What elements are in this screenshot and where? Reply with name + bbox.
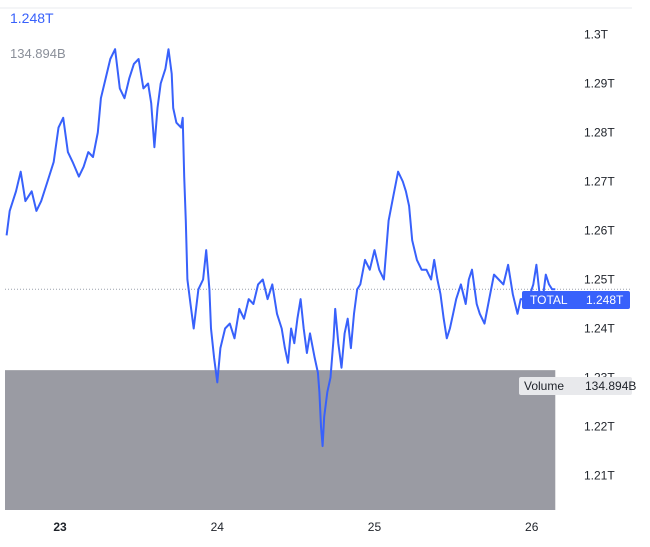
volume-marker: Volume 134.894B <box>519 377 636 395</box>
volume-label: Volume <box>524 379 564 393</box>
y-axis: 1.3T1.29T1.28T1.27T1.26T1.25T1.24T1.23T1… <box>584 28 615 483</box>
header-volume-value: 134.894B <box>10 46 66 61</box>
x-tick-label: 25 <box>368 520 382 534</box>
y-tick-label: 1.24T <box>584 322 615 336</box>
total-label: TOTAL <box>530 293 568 307</box>
y-tick-label: 1.26T <box>584 224 615 238</box>
header-total-value: 1.248T <box>10 10 54 26</box>
y-tick-label: 1.3T <box>584 28 609 42</box>
x-tick-label: 24 <box>211 520 225 534</box>
total-label-background <box>522 291 630 309</box>
y-tick-label: 1.21T <box>584 469 615 483</box>
total-value-marker: TOTAL 1.248T <box>522 291 630 309</box>
volume-area <box>5 370 556 510</box>
volume-label-value: 134.894B <box>585 379 636 393</box>
total-label-value: 1.248T <box>586 293 624 307</box>
volume-label-background <box>519 377 632 395</box>
x-tick-label: 23 <box>53 520 67 534</box>
y-tick-label: 1.29T <box>584 77 615 91</box>
y-tick-label: 1.27T <box>584 175 615 189</box>
total-market-cap-line[interactable] <box>5 48 556 448</box>
y-tick-label: 1.25T <box>584 273 615 287</box>
x-axis: 23 24 25 26 <box>53 520 538 534</box>
x-tick-label: 26 <box>525 520 539 534</box>
y-tick-label: 1.22T <box>584 420 615 434</box>
y-tick-label: 1.28T <box>584 126 615 140</box>
